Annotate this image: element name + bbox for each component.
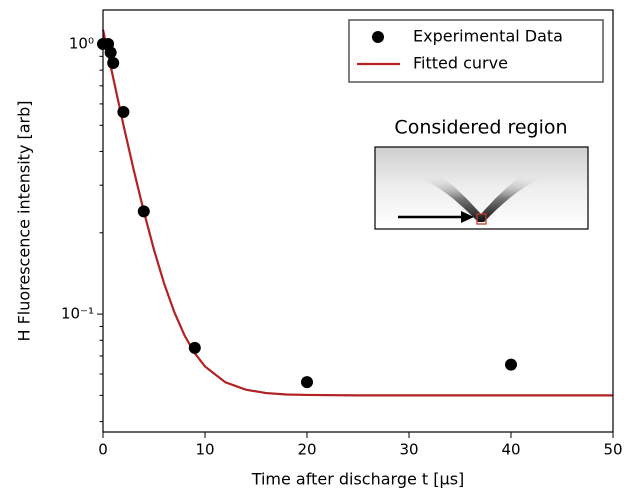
plot-frame — [102, 9, 614, 433]
data-point — [117, 105, 130, 118]
y-axis-label: H Fluorescence intensity [arb] — [15, 100, 34, 341]
legend-marker — [372, 31, 384, 43]
legend-label: Experimental Data — [413, 27, 563, 46]
inset: Considered region — [374, 117, 589, 230]
inset-floor — [375, 224, 588, 229]
data-point — [301, 376, 313, 389]
inset-arrowhead — [461, 211, 474, 223]
legend-box — [348, 19, 604, 83]
fitted-line — [101, 29, 613, 397]
inset-frame — [374, 146, 589, 230]
y-tick-label: 10⁰ — [69, 34, 94, 52]
x-tick-label: 20 — [297, 441, 316, 459]
y-tick-label: 10⁻¹ — [61, 305, 94, 323]
x-tick-label: 10 — [195, 441, 214, 459]
data-point — [104, 46, 117, 59]
x-tick-label: 40 — [501, 441, 520, 459]
inset-region — [476, 213, 487, 225]
x-tick-label: 30 — [399, 441, 418, 459]
x-tick-label: 0 — [98, 441, 108, 459]
data-point — [188, 341, 201, 354]
inset-title: Considered region — [394, 117, 567, 139]
data-point — [505, 358, 517, 371]
inset-funnel — [375, 152, 588, 222]
legend: Experimental Data Fitted curve — [348, 19, 604, 83]
data-point — [107, 57, 120, 70]
legend-label: Fitted curve — [413, 54, 508, 73]
x-axis-label: Time after discharge t [μs] — [251, 470, 465, 489]
x-tick-label: 50 — [603, 441, 622, 459]
data-point — [137, 205, 150, 218]
